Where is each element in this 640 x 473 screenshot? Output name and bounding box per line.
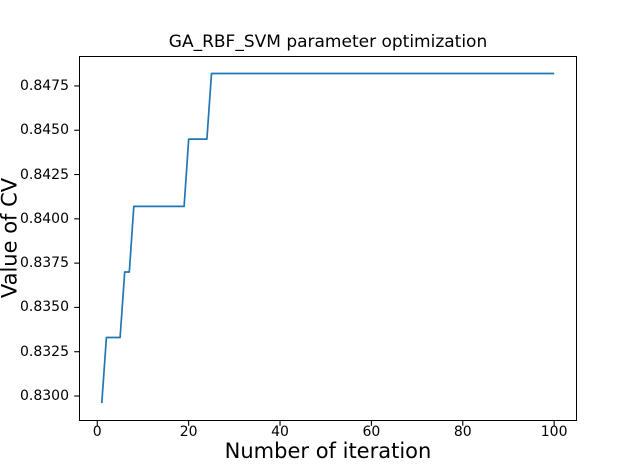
x-tick-label: 60 [362, 424, 381, 440]
y-axis-label: Value of CV [0, 177, 22, 299]
y-tick-label: 0.8300 [20, 388, 69, 405]
y-tick-label: 0.8350 [20, 299, 69, 316]
x-axis-label: Number of iteration [224, 439, 432, 463]
x-tick-label: 40 [271, 424, 289, 440]
y-tick-label: 0.8375 [20, 255, 69, 272]
y-tick-label: 0.8400 [20, 210, 69, 227]
y-tick-label: 0.8475 [20, 77, 69, 94]
x-tick-label: 0 [92, 424, 102, 440]
x-tick-label: 100 [540, 424, 568, 440]
data-line [100, 72, 555, 404]
y-tick-label: 0.8425 [20, 166, 69, 183]
y-tick-label: 0.8450 [20, 122, 69, 139]
axes-frame [79, 56, 577, 421]
chart-title: GA_RBF_SVM parameter optimization [168, 32, 488, 52]
x-tick-label: 80 [453, 424, 472, 440]
y-tick-label: 0.8325 [20, 343, 69, 360]
x-tick-label: 20 [179, 424, 198, 440]
